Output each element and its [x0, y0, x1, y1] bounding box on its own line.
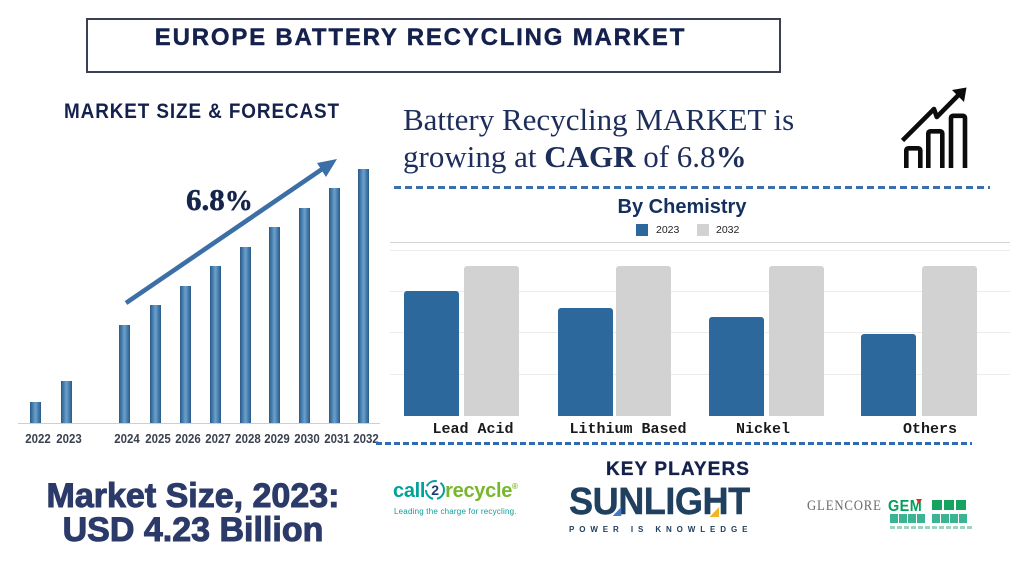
svg-text:2: 2: [431, 482, 439, 498]
